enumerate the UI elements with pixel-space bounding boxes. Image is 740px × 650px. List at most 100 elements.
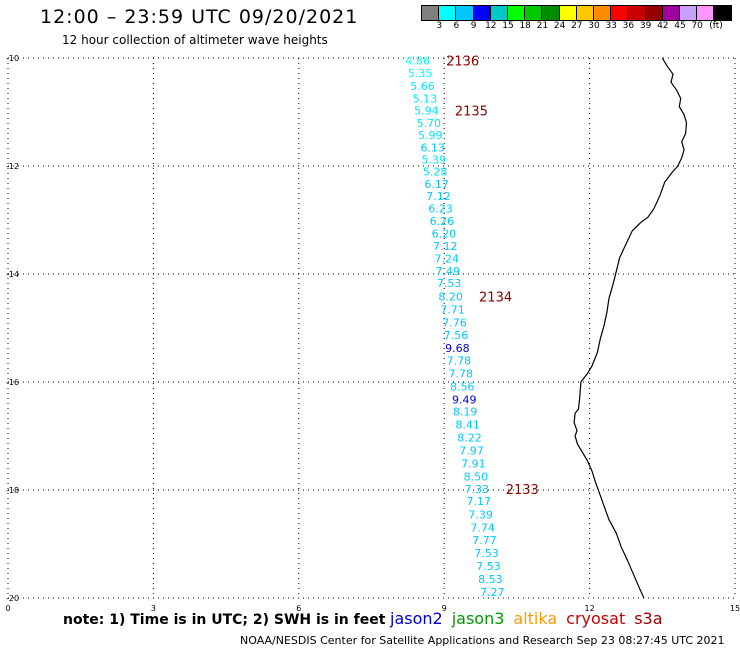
- wave-height-label: 5.70: [417, 117, 442, 130]
- wave-height-label: 6.17: [424, 178, 449, 191]
- colorbar-label: 3: [436, 21, 443, 31]
- y-tick-label: -16: [6, 378, 19, 387]
- y-tick-label: -20: [6, 594, 19, 603]
- colorbar-swatch: [627, 5, 647, 21]
- wave-height-label: 7.49: [435, 265, 460, 278]
- wave-height-label: 8.22: [457, 432, 482, 445]
- page-subtitle: 12 hour collection of altimeter wave hei…: [62, 33, 328, 47]
- y-tick-label: -18: [6, 486, 19, 495]
- wave-height-label: 7.24: [435, 252, 460, 265]
- wave-height-label: 5.28: [423, 165, 448, 178]
- satellite-s3a: s3a: [634, 609, 663, 628]
- wave-height-label: 6.20: [432, 228, 457, 241]
- wave-height-label: 8.20: [438, 291, 463, 304]
- wave-height-label: 7.77: [472, 534, 497, 547]
- wave-height-label: 7.78: [447, 354, 472, 367]
- wave-height-label: 6.23: [428, 203, 453, 216]
- legend-note: note: 1) Time is in UTC; 2) SWH is in fe…: [63, 612, 386, 628]
- wave-height-label: 7.78: [449, 367, 474, 380]
- wave-height-label: 7.71: [440, 304, 465, 317]
- wave-height-label: 7.12: [433, 240, 458, 253]
- colorbar-label: 6: [453, 21, 460, 31]
- wave-height-label: 8.53: [478, 573, 503, 586]
- colorbar-swatch: [421, 5, 440, 21]
- colorbar-label: 39: [639, 21, 652, 31]
- colorbar-swatch: [644, 5, 664, 21]
- colorbar-swatch: [696, 5, 716, 21]
- wave-height-label: 4.86: [405, 55, 430, 68]
- wave-height-label: 5.66: [410, 80, 435, 93]
- colorbar-swatch: [713, 5, 733, 21]
- footer-credit: NOAA/NESDIS Center for Satellite Applica…: [240, 634, 725, 647]
- wave-height-label: 9.68: [445, 342, 470, 355]
- wave-height-label: 7.27: [480, 586, 505, 599]
- pass-time-label: 2136: [446, 55, 479, 70]
- wave-height-label: 7.33: [465, 483, 490, 496]
- satellite-jason2: jason2: [390, 609, 443, 628]
- wave-height-label: 7.56: [444, 329, 469, 342]
- wave-height-label: 8.56: [450, 380, 475, 393]
- colorbar-label: 33: [605, 21, 617, 31]
- y-tick-label: -10: [6, 54, 19, 63]
- colorbar-swatch: [541, 5, 561, 21]
- wave-height-label: 7.39: [468, 508, 493, 521]
- wave-height-label: 5.13: [413, 93, 438, 106]
- wave-height-label: 7.17: [466, 495, 491, 508]
- wave-height-label: 5.39: [421, 154, 446, 167]
- y-tick-label: -14: [6, 270, 19, 279]
- wave-height-label: 6.13: [420, 142, 445, 155]
- colorbar-swatch: [575, 5, 595, 21]
- colorbar-label: 45: [674, 21, 686, 31]
- wave-height-label: 7.97: [459, 445, 484, 458]
- colorbar-swatch: [661, 5, 681, 21]
- colorbar-label: 12: [485, 21, 497, 31]
- pass-time-label: 2135: [455, 104, 488, 119]
- satellite-cryosat: cryosat: [566, 609, 626, 628]
- wave-height-label: 8.41: [455, 419, 480, 432]
- colorbar-swatch: [524, 5, 544, 21]
- wave-height-label: 7.74: [470, 521, 495, 534]
- satellite-altika: altika: [513, 609, 558, 628]
- wave-height-label: 5.94: [414, 104, 439, 117]
- colorbar-label: 30: [588, 21, 600, 31]
- wave-height-label: 9.49: [452, 393, 477, 406]
- wave-height-label: 7.53: [476, 560, 501, 573]
- x-tick-label: 15: [730, 604, 740, 613]
- colorbar-swatch: [610, 5, 630, 21]
- wave-height-label: 8.50: [464, 471, 489, 484]
- wave-height-label: 7.53: [474, 547, 499, 560]
- colorbar-swatch: [489, 5, 509, 21]
- colorbar-swatch: [558, 5, 578, 21]
- colorbar-swatch: [438, 5, 458, 21]
- coastline: [573, 57, 688, 599]
- colorbar-label: 70: [691, 21, 703, 31]
- colorbar-label: 27: [571, 21, 583, 31]
- pass-time-label: 2133: [506, 483, 539, 498]
- colorbar-label: 36: [622, 21, 635, 31]
- y-tick-label: -12: [6, 162, 19, 171]
- colorbar-label: 15: [502, 21, 514, 31]
- colorbar-label: 9: [470, 21, 477, 31]
- page-title: 12:00 – 23:59 UTC 09/20/2021: [40, 6, 359, 28]
- wave-height-label: 7.91: [461, 458, 486, 471]
- colorbar-label: 21: [536, 21, 549, 31]
- pass-time-label: 2134: [479, 291, 512, 306]
- colorbar-swatch: [679, 5, 698, 21]
- colorbar-unit: (ft): [709, 21, 723, 31]
- wave-height-label: 5.99: [418, 129, 443, 142]
- colorbar-swatch: [507, 5, 526, 21]
- x-tick-label: 0: [5, 604, 10, 613]
- wave-height-label: 6.26: [430, 215, 455, 228]
- colorbar-label: 24: [553, 21, 566, 31]
- colorbar-swatch: [455, 5, 475, 21]
- colorbar-label: 18: [519, 21, 531, 31]
- wave-height-label: 7.53: [437, 277, 462, 290]
- wave-height-label: 7.76: [442, 317, 467, 330]
- satellite-legend: jason2 jason3 altika cryosat s3a: [390, 609, 672, 628]
- wave-height-label: 7.12: [426, 190, 451, 203]
- satellite-jason3: jason3: [451, 609, 505, 628]
- colorbar-swatch: [472, 5, 492, 21]
- wave-height-label: 5.35: [408, 67, 433, 80]
